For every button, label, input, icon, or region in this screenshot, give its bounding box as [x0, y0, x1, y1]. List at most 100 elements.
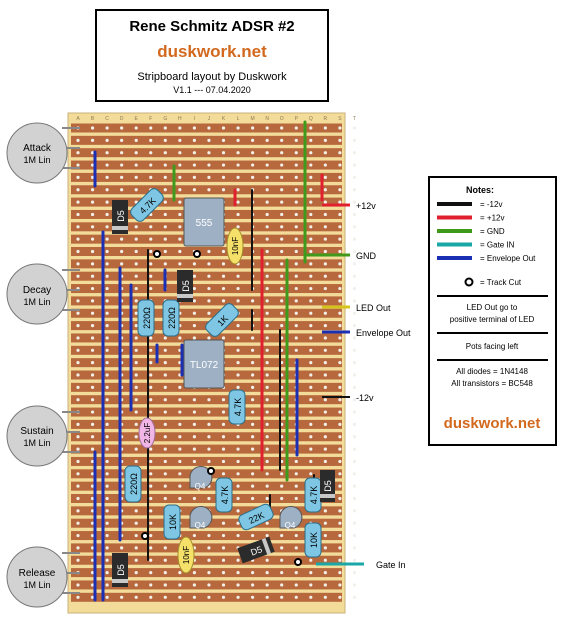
- board-hole: [134, 200, 138, 204]
- board-hole: [352, 398, 357, 402]
- board-hole: [338, 509, 342, 513]
- board-hole: [134, 336, 138, 340]
- board-hole: [236, 484, 240, 488]
- pot-sustain: Sustain 1M Lin: [6, 405, 80, 467]
- board-hole: [352, 348, 357, 352]
- board-hole: [163, 472, 167, 476]
- board-hole: [294, 274, 298, 278]
- board-hole: [76, 398, 80, 402]
- pot-sustain-value: 1M Lin: [23, 438, 50, 448]
- board-hole: [90, 422, 95, 426]
- board-hole: [90, 361, 95, 365]
- board-hole: [178, 237, 182, 241]
- board-hole: [352, 286, 357, 291]
- board-hole: [236, 188, 240, 192]
- board-hole: [149, 558, 153, 562]
- board-hole: [149, 126, 153, 130]
- board-hole: [338, 286, 342, 291]
- board-hole: [221, 583, 226, 587]
- board-hole: [207, 546, 211, 550]
- board-hole: [338, 435, 342, 439]
- board-hole: [163, 175, 167, 179]
- board-hole: [338, 533, 342, 538]
- copper-strip: [71, 568, 342, 578]
- board-hole: [338, 311, 342, 315]
- board-hole: [294, 151, 298, 155]
- board-hole: [265, 286, 269, 291]
- board-hole: [352, 138, 357, 142]
- board-hole: [338, 212, 342, 217]
- board-hole: [294, 126, 298, 130]
- board-hole: [149, 225, 153, 229]
- board-hole: [163, 496, 167, 501]
- board-hole: [309, 422, 313, 426]
- board-hole: [338, 398, 342, 402]
- board-hole: [163, 558, 167, 562]
- board-hole: [323, 373, 327, 377]
- board-hole: [309, 459, 313, 464]
- capacitor-10nf-bot: 10nF: [177, 536, 195, 574]
- board-hole: [338, 249, 342, 254]
- board-hole: [207, 274, 211, 278]
- board-hole: [76, 188, 80, 192]
- board-hole: [90, 385, 95, 389]
- board-hole: [309, 398, 313, 402]
- board-hole: [134, 521, 138, 525]
- notes-brand: duskwork.net: [444, 415, 541, 432]
- board-hole: [163, 410, 167, 414]
- board-hole: [323, 212, 327, 217]
- board-hole: [90, 509, 95, 513]
- board-hole: [105, 299, 109, 303]
- board-hole: [221, 521, 226, 525]
- board-hole: [192, 163, 196, 167]
- board-hole: [236, 138, 240, 142]
- board-hole: [251, 571, 255, 575]
- board-hole: [134, 311, 138, 315]
- board-hole: [178, 447, 182, 451]
- board-hole: [236, 336, 240, 340]
- board-hole: [163, 583, 167, 587]
- conn-env-out: Envelope Out: [356, 328, 411, 338]
- board-hole: [149, 521, 153, 525]
- board-hole: [163, 138, 167, 142]
- resistor-220-c-label: 220Ω: [129, 473, 139, 495]
- board-hole: [105, 435, 109, 439]
- board-hole: [236, 286, 240, 291]
- board-hole: [134, 546, 138, 550]
- board-hole: [90, 558, 95, 562]
- board-hole: [163, 373, 167, 377]
- board-hole: [338, 336, 342, 340]
- board-hole: [105, 311, 109, 315]
- board-hole: [265, 398, 269, 402]
- board-hole: [323, 398, 327, 402]
- board-hole: [76, 447, 80, 451]
- board-hole: [90, 348, 95, 352]
- board-hole: [352, 385, 357, 389]
- board-hole: [76, 509, 80, 513]
- diode-d5-1: D5: [112, 200, 128, 234]
- board-hole: [192, 274, 196, 278]
- board-hole: [90, 188, 95, 192]
- board-hole: [221, 558, 226, 562]
- board-hole: [280, 212, 284, 217]
- board-hole: [294, 299, 298, 303]
- title-box: Rene Schmitz ADSR #2 duskwork.net Stripb…: [95, 9, 329, 102]
- board-hole: [323, 200, 327, 204]
- board-hole: [76, 533, 80, 538]
- board-hole: [338, 237, 342, 241]
- board-hole: [265, 459, 269, 464]
- board-hole: [90, 336, 95, 340]
- board-hole: [105, 249, 109, 254]
- board-hole: [178, 336, 182, 340]
- board-hole: [323, 422, 327, 426]
- board-hole: [265, 558, 269, 562]
- board-hole: [338, 583, 342, 587]
- column-letter: I: [194, 116, 195, 122]
- board-hole: [105, 459, 109, 464]
- board-hole: [323, 410, 327, 414]
- board-hole: [192, 324, 196, 328]
- board-hole: [352, 237, 357, 241]
- board-hole: [105, 286, 109, 291]
- board-hole: [207, 459, 211, 464]
- board-hole: [265, 361, 269, 365]
